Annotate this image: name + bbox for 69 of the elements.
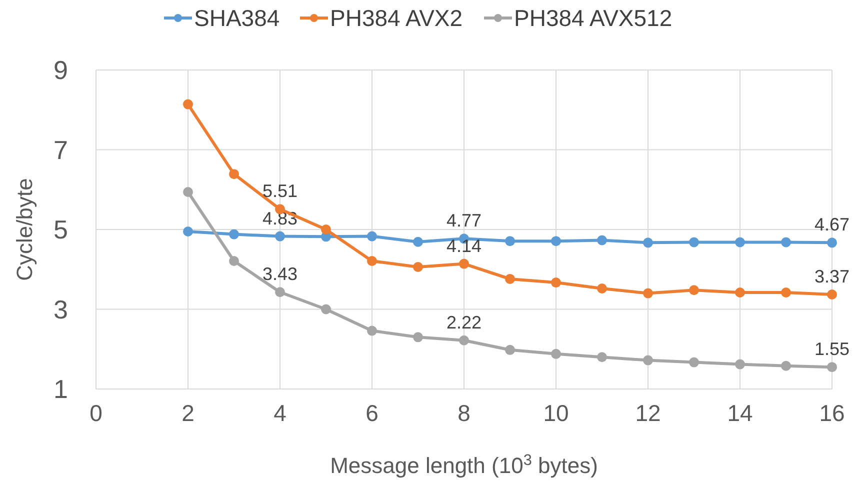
point [551,278,561,288]
x-tick-label: 4 [274,400,287,426]
x-tick-label: 8 [458,400,470,426]
point [827,362,837,372]
point [367,231,377,242]
data-label: 4.14 [446,236,482,256]
x-tick-label: 14 [727,400,753,426]
point [367,256,377,266]
data-label: 3.43 [262,264,298,284]
point [321,304,331,314]
point [643,288,653,298]
x-tick-label: 0 [90,400,102,426]
point [735,237,745,248]
point [413,236,423,247]
x-tick-label: 6 [366,400,378,426]
y-tick-label: 9 [54,55,68,85]
point [551,348,561,359]
point [597,235,607,246]
y-axis-title: Cycle/byte [12,178,37,281]
point [183,226,193,236]
y-tick-label: 7 [54,134,68,165]
data-label: 1.55 [814,339,850,360]
point [275,287,285,298]
data-label: 3.37 [814,266,850,286]
point [505,274,515,284]
point [827,289,837,300]
data-label: 4.67 [814,214,850,235]
y-tick-label: 1 [54,374,68,404]
y-tick-label: 3 [54,294,68,324]
point [689,357,699,368]
point [413,262,423,272]
x-tick-label: 10 [543,400,569,426]
legend-label: PH384 AVX2 [330,5,463,31]
point [275,231,285,242]
point [367,326,377,336]
data-label: 5.51 [262,181,298,202]
x-axis-title: Message length (10$^{3}$ bytes) [330,452,598,478]
point [413,332,423,342]
legend-label: SHA384 [194,5,280,31]
data-label: 2.22 [446,312,482,332]
x-tick-label: 12 [635,400,661,426]
point [505,236,515,246]
point [321,224,331,234]
point [781,237,791,248]
point [689,285,699,296]
data-label: 4.77 [446,210,482,231]
point [505,344,515,355]
point [643,238,653,248]
point [597,284,607,294]
x-tick-label: 16 [819,400,845,426]
point [827,238,837,248]
point [551,236,561,246]
point [459,335,469,346]
point [735,288,745,298]
point [735,359,745,370]
point [229,229,239,240]
point [643,355,653,366]
point [781,288,791,298]
point [781,360,791,371]
point [229,256,239,266]
y-tick-label: 5 [54,214,68,244]
point [183,187,193,198]
point [459,258,469,269]
point [597,352,607,362]
point [689,237,699,248]
point [229,169,239,180]
legend-label: PH384 AVX512 [514,5,672,31]
x-tick-label: 2 [182,400,194,426]
point [183,99,193,110]
